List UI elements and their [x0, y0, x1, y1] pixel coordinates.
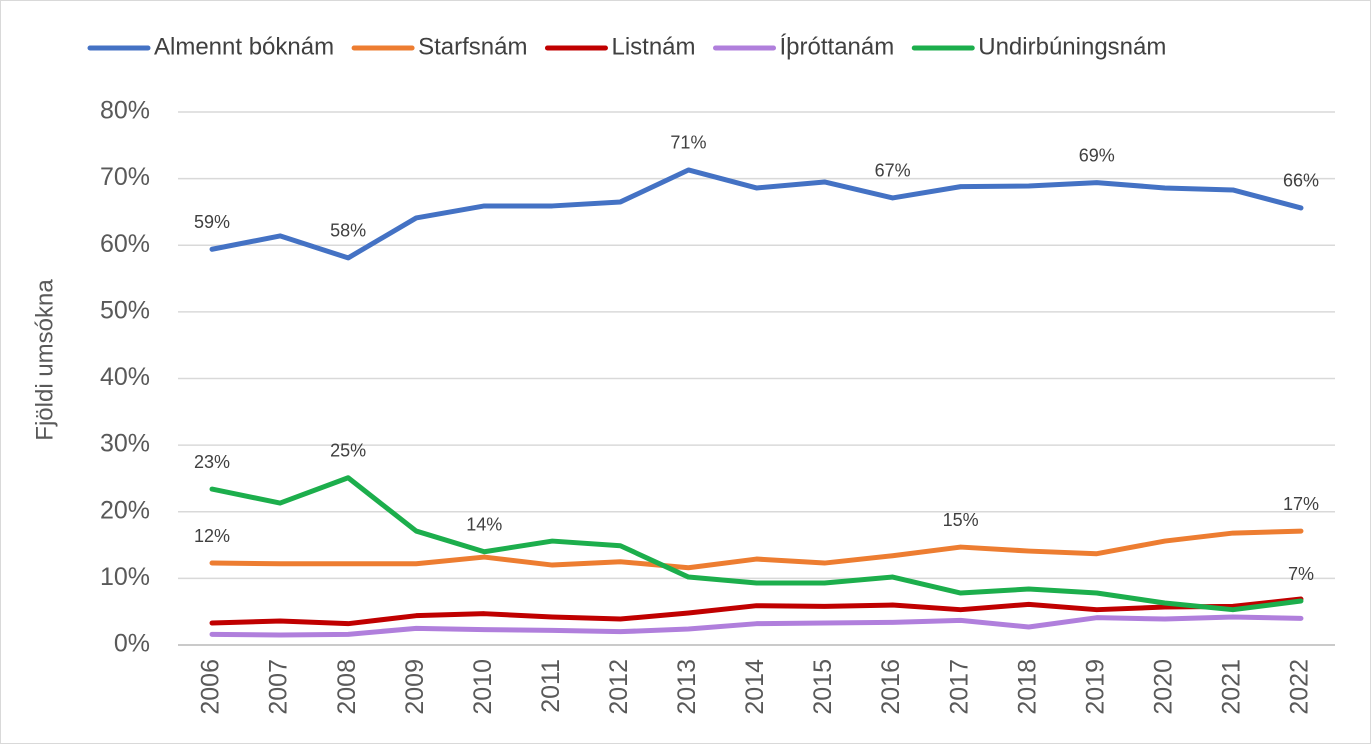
series-line [209, 167, 1304, 261]
data-label: 7% [1288, 564, 1314, 584]
data-label: 25% [330, 441, 366, 461]
y-tick-label: 70% [100, 163, 150, 191]
legend-label: Starfsnám [418, 33, 527, 60]
y-tick-label: 40% [100, 363, 150, 391]
data-label: 71% [670, 133, 706, 153]
data-label: 15% [943, 510, 979, 530]
x-tick-label: 2014 [741, 659, 769, 715]
y-tick-label: 0% [114, 630, 150, 658]
x-tick-label: 2011 [537, 659, 565, 713]
data-label: 12% [194, 526, 230, 546]
data-label: 17% [1283, 494, 1319, 514]
series-line [209, 475, 1304, 613]
y-tick-label: 10% [100, 563, 150, 591]
data-label: 67% [875, 161, 911, 181]
x-tick-label: 2015 [809, 659, 837, 715]
legend-label: Listnám [611, 33, 695, 60]
x-tick-label: 2020 [1149, 659, 1177, 715]
data-label: 14% [466, 514, 502, 534]
data-label: 59% [194, 212, 230, 232]
x-tick-label: 2007 [265, 659, 293, 715]
x-tick-label: 2013 [673, 659, 701, 715]
series-line [209, 528, 1304, 571]
data-label: 58% [330, 221, 366, 241]
x-tick-label: 2021 [1218, 659, 1246, 715]
y-tick-label: 30% [100, 430, 150, 458]
x-tick-label: 2008 [333, 659, 361, 715]
x-tick-label: 2006 [197, 659, 225, 715]
x-tick-label: 2017 [945, 659, 973, 715]
x-tick-label: 2009 [401, 659, 429, 715]
y-tick-label: 60% [100, 230, 150, 258]
x-tick-label: 2012 [605, 659, 633, 715]
data-label: 66% [1283, 171, 1319, 191]
x-tick-label: 2010 [469, 659, 497, 715]
data-label: 23% [194, 452, 230, 472]
x-tick-label: 2018 [1013, 659, 1041, 715]
y-tick-label: 50% [100, 296, 150, 324]
y-tick-label: 80% [100, 97, 150, 125]
y-axis-label: Fjöldi umsókna [31, 279, 58, 441]
data-label: 69% [1079, 145, 1115, 165]
x-tick-label: 2016 [877, 659, 905, 715]
legend-label: Almennt bóknám [154, 33, 334, 60]
series-line [209, 596, 1304, 627]
legend-label: Íþróttanám [780, 33, 895, 60]
y-tick-label: 20% [100, 496, 150, 524]
legend-label: Undirbúningsnám [978, 33, 1166, 60]
x-tick-label: 2022 [1286, 659, 1314, 715]
x-tick-label: 2019 [1081, 659, 1109, 715]
series-line [209, 614, 1304, 638]
